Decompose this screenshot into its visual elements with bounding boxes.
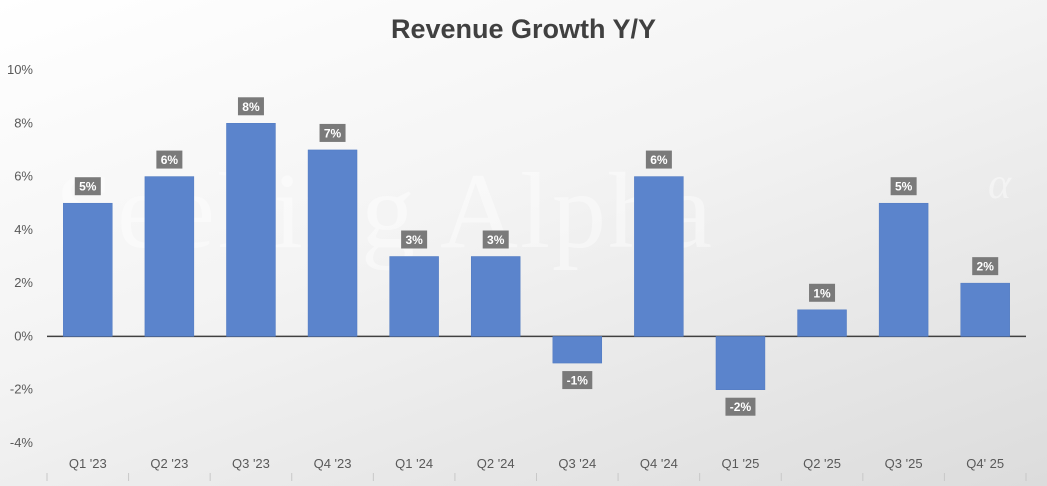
data-label: -2% bbox=[730, 400, 752, 414]
y-tick-label: -2% bbox=[10, 382, 34, 397]
x-tick-label: Q2 '24 bbox=[477, 456, 515, 471]
data-label: 3% bbox=[487, 233, 505, 247]
x-tick-label: Q4 '23 bbox=[314, 456, 352, 471]
data-label: 5% bbox=[79, 180, 97, 194]
data-label-box bbox=[809, 283, 836, 302]
y-tick-label: 0% bbox=[14, 328, 33, 343]
data-label-box bbox=[156, 150, 183, 169]
bar bbox=[552, 336, 603, 364]
y-tick-label: 10% bbox=[7, 62, 33, 77]
data-label: 7% bbox=[324, 126, 342, 140]
data-label-box bbox=[482, 230, 509, 249]
data-label-box bbox=[972, 257, 999, 276]
bar bbox=[144, 176, 195, 337]
data-label: 1% bbox=[813, 286, 831, 300]
data-label-box bbox=[725, 397, 756, 416]
x-tick-label: Q4 '24 bbox=[640, 456, 678, 471]
data-label: 2% bbox=[977, 260, 995, 274]
axis-layer: -4% -2% 0% 2% 4% 6% 8% 10% Q1 '23 Q2 '23 Q3 '23 Q4 … bbox=[7, 62, 1027, 481]
x-tick-label: Q3 '23 bbox=[232, 456, 270, 471]
bar bbox=[389, 256, 439, 337]
data-label: 6% bbox=[161, 153, 179, 167]
data-label: -1% bbox=[567, 374, 589, 388]
bar bbox=[797, 309, 847, 337]
bar bbox=[226, 123, 276, 337]
x-tick-label: Q2 '25 bbox=[803, 456, 841, 471]
data-label-box bbox=[401, 230, 428, 249]
y-tick-label: -4% bbox=[10, 435, 34, 450]
x-tick-label: Q4' 25 bbox=[966, 456, 1004, 471]
data-label: 8% bbox=[242, 100, 260, 114]
x-tick-label: Q3 '24 bbox=[558, 456, 596, 471]
x-tick-label: Q1 '25 bbox=[722, 456, 760, 471]
y-tick-label: 6% bbox=[14, 169, 33, 184]
x-tick-label: Q1 '23 bbox=[69, 456, 107, 471]
data-label: 3% bbox=[405, 233, 423, 247]
chart-title: Revenue Growth Y/Y bbox=[390, 14, 657, 44]
bar bbox=[960, 282, 1010, 337]
bar bbox=[63, 202, 113, 337]
bar bbox=[470, 256, 521, 337]
data-label-box bbox=[237, 97, 264, 116]
data-label: 6% bbox=[650, 153, 668, 167]
data-label-box bbox=[319, 123, 346, 142]
data-label-box bbox=[645, 150, 672, 169]
x-tick-label: Q3 '25 bbox=[885, 456, 923, 471]
data-label-box bbox=[562, 371, 593, 390]
bars-layer bbox=[63, 123, 1010, 390]
data-labels-layer: 5% 6% 8% 7% 3% 3% -1% 6% -2% 1% 5% 2% bbox=[74, 97, 999, 416]
bar bbox=[307, 149, 358, 337]
bar bbox=[634, 176, 684, 337]
bar bbox=[715, 336, 766, 390]
x-tick-label: Q2 '23 bbox=[150, 456, 188, 471]
data-label-box bbox=[74, 177, 101, 196]
data-label-box bbox=[890, 177, 917, 196]
bar bbox=[878, 202, 929, 337]
x-tick-label: Q1 '24 bbox=[395, 456, 433, 471]
data-label: 5% bbox=[895, 180, 913, 194]
y-tick-label: 8% bbox=[14, 115, 33, 130]
y-tick-label: 4% bbox=[14, 222, 33, 237]
y-tick-label: 2% bbox=[14, 275, 33, 290]
